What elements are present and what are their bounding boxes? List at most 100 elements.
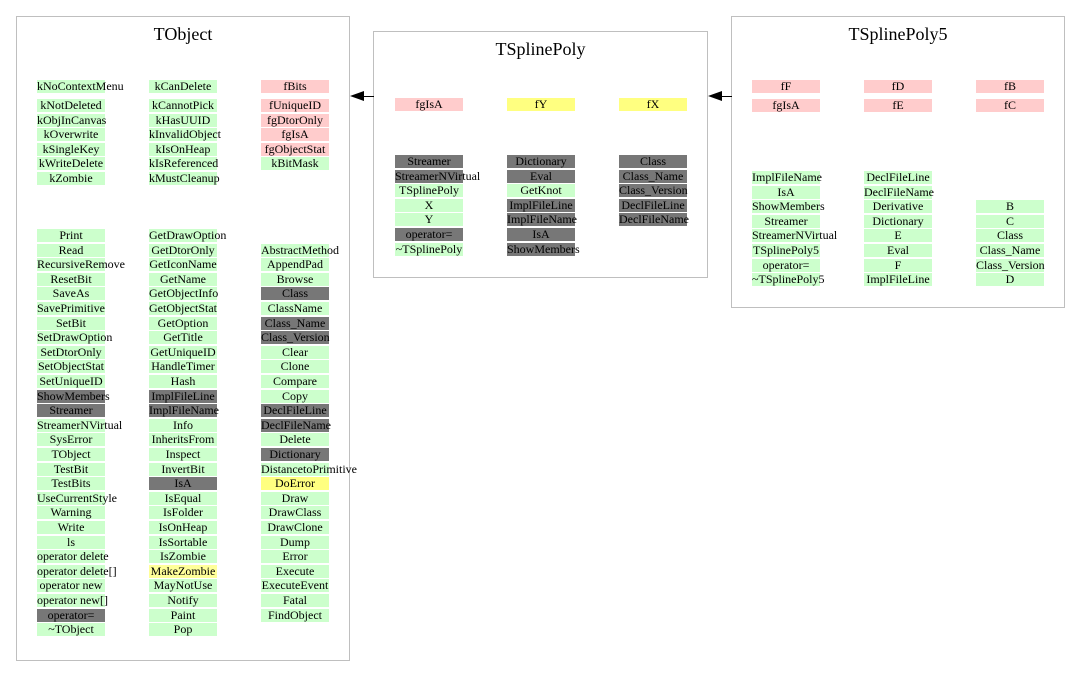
method-member: Streamer — [752, 213, 820, 228]
data-member: fY — [507, 98, 575, 111]
method-member: ShowMembers — [507, 242, 580, 256]
method-member: Clone — [261, 360, 329, 374]
enum-member-label: kZombie — [49, 171, 93, 185]
method-member: Inspect — [149, 448, 217, 461]
method-member-label: ResetBit — [50, 271, 92, 286]
method-member-label: Copy — [281, 388, 308, 403]
enum-member: kHasUUID — [149, 113, 217, 127]
method-member-label: ShowMembers — [507, 241, 580, 256]
method-member: AbstractMethod — [261, 243, 339, 257]
method-member: DeclFileLine — [261, 404, 329, 418]
method-member-label: IsA — [174, 476, 192, 491]
enum-member: kNotDeleted — [37, 99, 105, 112]
method-member: Clear — [261, 345, 329, 359]
method-member: Hash — [149, 375, 217, 388]
method-member-label: DeclFileLine — [866, 170, 930, 184]
method-member-label: AbstractMethod — [261, 242, 339, 257]
method-member-label: StreamerNVirtual — [752, 228, 838, 243]
method-member-label: TObject — [51, 447, 91, 461]
method-member-label: Inspect — [165, 447, 201, 461]
enum-member: kInvalidObject — [149, 128, 221, 142]
data-member-label: fgIsA — [415, 97, 443, 111]
method-member: SetDrawOption — [37, 331, 112, 345]
method-member-label: GetName — [160, 271, 206, 286]
method-member-label: operator new[] — [37, 593, 108, 607]
method-member: Fatal — [261, 594, 329, 607]
enum-member: fUniqueID — [261, 99, 329, 112]
method-member-label: SysError — [49, 432, 93, 447]
method-member-label: Delete — [279, 432, 311, 447]
method-member-label: RecursiveRemove — [37, 257, 125, 272]
method-member: Y — [395, 213, 463, 227]
data-member: fgIsA — [752, 99, 820, 112]
method-member-label: E — [894, 228, 902, 243]
method-member: Streamer — [37, 404, 105, 418]
method-member: IsOnHeap — [149, 521, 217, 534]
method-member-label: Execute — [275, 563, 315, 578]
method-member-label: D — [1005, 272, 1015, 287]
class-title: TSplinePoly — [495, 39, 586, 59]
method-member: IsZombie — [149, 550, 217, 564]
method-member: Class_Name — [976, 244, 1044, 257]
method-member-label: C — [1005, 213, 1014, 228]
enum-member: kCannotPick — [149, 99, 217, 112]
method-member: Class_Version — [619, 183, 688, 198]
method-member: StreamerNVirtual — [37, 418, 122, 432]
method-member: StreamerNVirtual — [395, 169, 480, 183]
method-member: TSplinePoly — [395, 184, 463, 198]
method-member: DeclFileName — [261, 418, 331, 432]
method-member-label: GetIconName — [149, 257, 217, 272]
method-member: Execute — [261, 563, 329, 578]
enum-member-label: fUniqueID — [269, 98, 321, 112]
method-member-label: FindObject — [268, 607, 322, 622]
method-member: GetDrawOption — [149, 229, 226, 242]
method-member-label: InvertBit — [161, 461, 205, 476]
class-title: TSplinePoly5 — [848, 24, 948, 44]
method-member-label: Class_Version — [619, 183, 688, 198]
method-member: ~TSplinePoly5 — [752, 273, 825, 287]
method-member: ShowMembers — [37, 389, 110, 403]
method-member-label: ~TSplinePoly5 — [752, 272, 825, 287]
method-member-label: ImplFileName — [752, 170, 822, 184]
data-member: fX — [619, 98, 687, 111]
method-member: DrawClone — [261, 521, 329, 534]
method-member: SetBit — [37, 316, 105, 330]
inheritance-arrow-line — [362, 96, 374, 97]
enum-member-label: kWriteDelete — [38, 156, 104, 171]
method-member-label: GetOption — [157, 315, 209, 330]
method-member: ls — [37, 535, 105, 549]
method-member: Copy — [261, 388, 329, 403]
enum-member: kIsReferenced — [149, 157, 218, 171]
method-member-label: Dictionary — [515, 154, 567, 168]
method-member: IsSortable — [149, 535, 217, 549]
data-member-label: fD — [891, 79, 905, 93]
method-member-label: GetDrawOption — [149, 228, 227, 242]
method-member: GetOption — [149, 315, 217, 330]
method-member: SavePrimitive — [37, 302, 105, 315]
enum-member-label: kOverwrite — [43, 127, 99, 142]
method-member-label: MayNotUse — [153, 578, 213, 593]
method-member-label: DeclFileName — [864, 184, 934, 199]
method-member-label: TSplinePoly5 — [752, 243, 819, 257]
method-member-label: Compare — [273, 374, 317, 388]
method-member: Dictionary — [864, 214, 932, 228]
method-member: Eval — [864, 244, 932, 257]
method-member-label: ShowMembers — [752, 199, 825, 214]
method-member: Dictionary — [507, 155, 575, 168]
enum-member: kWriteDelete — [37, 156, 105, 171]
enum-member: kIsOnHeap — [149, 142, 217, 156]
method-member-label: Class — [639, 154, 666, 168]
enum-member: kSingleKey — [37, 142, 105, 156]
data-member-label: fX — [646, 97, 660, 111]
method-member: IsA — [149, 476, 217, 491]
method-member: GetIconName — [149, 257, 217, 272]
method-member: ExecuteEvent — [261, 579, 329, 593]
method-member: GetObjectStat — [149, 302, 217, 315]
method-member-label: Streamer — [764, 213, 808, 228]
method-member: IsA — [752, 185, 820, 199]
data-member: fBits — [261, 80, 329, 93]
method-member-label: GetUniqueID — [150, 344, 216, 359]
method-member: UseCurrentStyle — [37, 491, 117, 505]
method-member-label: GetObjectStat — [149, 301, 217, 315]
method-member-label: SetUniqueID — [39, 374, 103, 388]
